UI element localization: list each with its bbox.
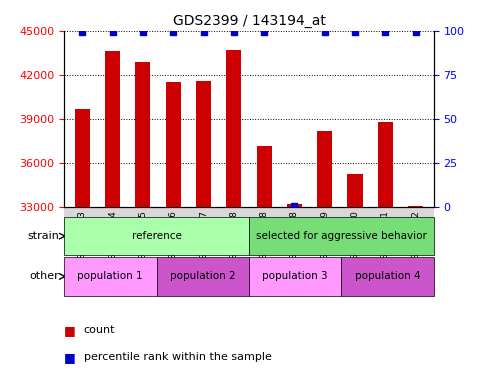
Text: percentile rank within the sample: percentile rank within the sample [84, 352, 272, 362]
Bar [378, 122, 393, 384]
Bar [135, 61, 150, 384]
Text: population 1: population 1 [77, 271, 143, 281]
Text: count: count [84, 325, 115, 335]
Point [321, 30, 329, 36]
Bar [408, 206, 423, 384]
Point [169, 30, 177, 36]
Text: selected for aggressive behavior: selected for aggressive behavior [256, 231, 427, 241]
Point [290, 202, 298, 209]
Point [351, 30, 359, 36]
Point [139, 30, 147, 36]
Bar [317, 131, 332, 384]
Point [382, 30, 389, 36]
Point [108, 30, 116, 36]
Text: population 2: population 2 [170, 271, 236, 281]
Text: reference: reference [132, 231, 181, 241]
Bar [226, 50, 242, 384]
Title: GDS2399 / 143194_at: GDS2399 / 143194_at [173, 14, 325, 28]
Point [200, 30, 208, 36]
Point [78, 30, 86, 36]
Text: ■: ■ [64, 351, 80, 364]
Point [412, 30, 420, 36]
Bar [256, 146, 272, 384]
Bar [196, 81, 211, 384]
Bar [105, 51, 120, 384]
Bar [166, 82, 181, 384]
Bar [287, 204, 302, 384]
Bar [348, 174, 363, 384]
Bar [75, 109, 90, 384]
Text: strain: strain [27, 231, 59, 241]
Text: population 3: population 3 [262, 271, 328, 281]
Text: population 4: population 4 [355, 271, 421, 281]
Point [230, 30, 238, 36]
Point [260, 30, 268, 36]
Text: ■: ■ [64, 324, 80, 337]
Text: other: other [30, 271, 59, 281]
